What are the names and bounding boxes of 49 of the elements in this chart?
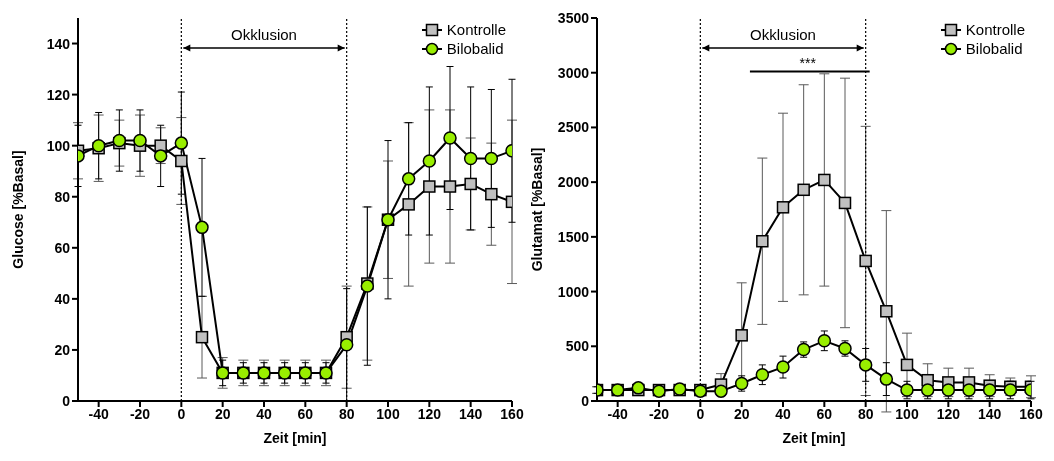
y-tick-label: 3000 [557,64,590,81]
x-axis-title: Zeit [min] [263,430,327,446]
legend-label: Bilobalid [446,40,504,57]
x-tick-label: 20 [214,405,231,422]
x-tick-label: 0 [696,405,705,422]
y-tick-label: 2000 [557,174,590,191]
x-tick-label: 160 [500,405,524,422]
annotation: Okklusion [750,26,816,43]
y-axis-title: Glucose [%Basal] [9,150,26,269]
x-tick-label: -40 [607,405,628,422]
x-tick-label: 40 [775,405,791,422]
x-tick-label: 60 [816,405,833,422]
x-tick-label: 160 [1019,405,1043,422]
x-tick-label: 100 [376,405,400,422]
y-tick-label: 20 [54,341,71,358]
annotation: *** [799,54,817,71]
x-tick-label: 60 [297,405,314,422]
y-tick-label: 140 [46,35,71,52]
y-tick-label: 80 [54,188,71,205]
x-tick-label: 20 [733,405,750,422]
y-tick-label: 1000 [557,283,590,300]
y-tick-label: 100 [46,137,71,154]
legend-label: Kontrolle [446,21,506,38]
y-tick-label: 0 [62,392,71,409]
x-tick-label: 40 [256,405,272,422]
legend-label: Kontrolle [965,21,1025,38]
x-tick-label: 120 [417,405,442,422]
y-tick-label: 120 [46,86,71,103]
y-tick-label: 1500 [557,228,590,245]
x-tick-label: 120 [936,405,961,422]
x-tick-label: 100 [895,405,919,422]
legend-label: Bilobalid [965,40,1023,57]
x-tick-label: 140 [458,405,483,422]
annotation: Okklusion [231,26,297,43]
x-tick-label: -20 [129,405,151,422]
x-tick-label: 80 [857,405,874,422]
y-tick-label: 500 [565,338,590,355]
y-tick-label: 3500 [557,9,590,26]
y-tick-label: 0 [581,392,590,409]
y-tick-label: 60 [54,239,71,256]
x-tick-label: 140 [977,405,1002,422]
x-tick-label: -40 [88,405,109,422]
x-tick-label: -20 [648,405,670,422]
y-axis-title: Glutamat [%Basal] [528,147,545,272]
x-tick-label: 80 [338,405,355,422]
y-tick-label: 2500 [557,119,590,136]
x-tick-label: 0 [177,405,186,422]
y-tick-label: 40 [54,290,71,307]
x-axis-title: Zeit [min] [782,430,846,446]
